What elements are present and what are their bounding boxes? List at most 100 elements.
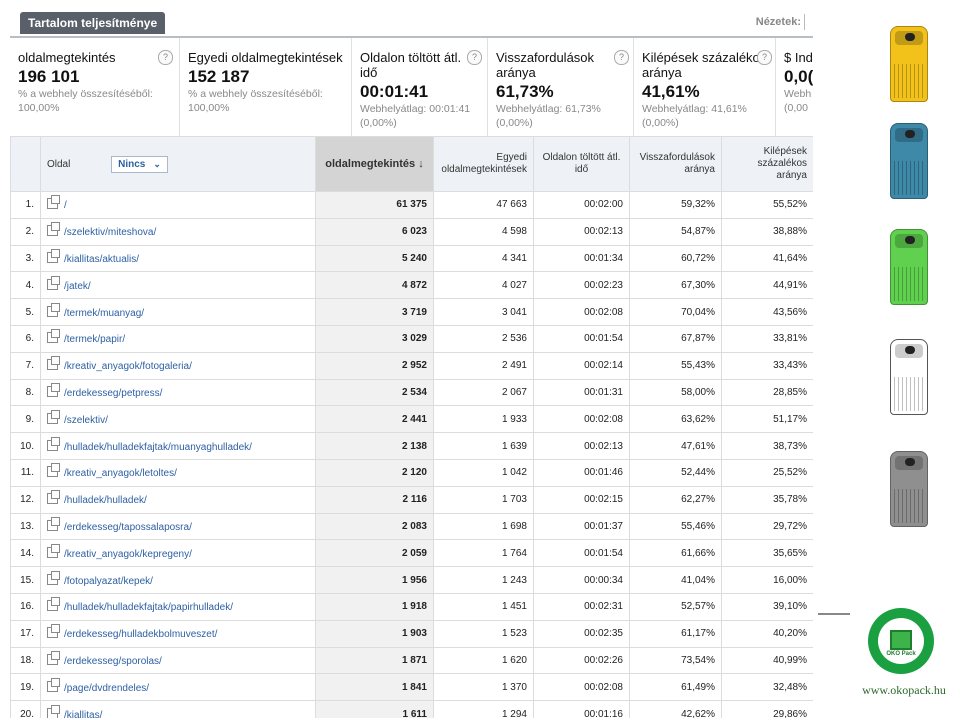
- table-row[interactable]: 6. /termek/papir/3 029 2 536 00:01:54 67,87%…: [10, 324, 813, 353]
- page-cell[interactable]: /erdekesseg/hulladekbolmuveszet/: [40, 619, 316, 648]
- table-row[interactable]: 15. /fotopalyazat/kepek/1 956 1 243 00:00:3…: [10, 566, 813, 594]
- tab-content-performance[interactable]: Tartalom teljesítménye: [20, 12, 166, 34]
- header-unique-pageviews[interactable]: Egyedi oldalmegtekintések: [433, 136, 534, 192]
- table-row[interactable]: 10. /hulladek/hulladekfajtak/muanyaghulla…: [10, 432, 813, 460]
- open-page-icon[interactable]: [47, 409, 60, 424]
- website-url[interactable]: www.okopack.hu: [862, 683, 946, 697]
- page-cell[interactable]: /kreativ_anyagok/letoltes/: [40, 458, 316, 487]
- row-index: 18.: [10, 646, 41, 675]
- table-row[interactable]: 2. /szelektiv/miteshova/6 023 4 598 00:02:1…: [10, 217, 813, 246]
- table-row[interactable]: 14. /kreativ_anyagok/kepregeny/2 059 1 764…: [10, 539, 813, 568]
- header-bounce-rate[interactable]: Visszafordulások aránya: [629, 136, 722, 192]
- table-row[interactable]: 20. /kiallitas/1 611 1 294 00:01:16 42,62% 29…: [10, 700, 813, 718]
- header-index: [10, 136, 41, 192]
- page-cell[interactable]: /kreativ_anyagok/fotogaleria/: [40, 351, 316, 380]
- open-page-icon[interactable]: [47, 248, 60, 263]
- page-link[interactable]: /page/dvdrendeles/: [64, 682, 150, 694]
- open-page-icon[interactable]: [47, 570, 60, 585]
- open-page-icon[interactable]: [47, 329, 60, 344]
- page-link[interactable]: /kiallitas/: [64, 709, 103, 718]
- views-selector[interactable]: [804, 14, 809, 30]
- open-page-icon[interactable]: [47, 543, 60, 558]
- page-cell[interactable]: /erdekesseg/tapossalaposra/: [40, 512, 316, 541]
- open-page-icon[interactable]: [47, 597, 60, 612]
- table-row[interactable]: 17. /erdekesseg/hulladekbolmuveszet/1 903…: [10, 619, 813, 648]
- open-page-icon[interactable]: [47, 275, 60, 290]
- page-cell[interactable]: /kiallitas/: [40, 700, 316, 718]
- page-link[interactable]: /termek/muanyag/: [64, 307, 145, 319]
- table-row[interactable]: 19. /page/dvdrendeles/1 841 1 370 00:02:08 6…: [10, 673, 813, 702]
- page-link[interactable]: /fotopalyazat/kepek/: [64, 575, 153, 587]
- table-row[interactable]: 3. /kiallitas/aktualis/5 240 4 341 00:01:34…: [10, 244, 813, 273]
- open-page-icon[interactable]: [47, 704, 60, 718]
- table-row[interactable]: 11. /kreativ_anyagok/letoltes/2 120 1 042 0…: [10, 458, 813, 487]
- open-page-icon[interactable]: [47, 677, 60, 692]
- secondary-dimension-select[interactable]: Nincs ⌄: [111, 155, 168, 173]
- page-link[interactable]: /hulladek/hulladek/: [64, 495, 147, 507]
- open-page-icon[interactable]: [47, 624, 60, 639]
- page-cell[interactable]: /fotopalyazat/kepek/: [40, 566, 316, 594]
- page-cell[interactable]: /erdekesseg/sporolas/: [40, 646, 316, 675]
- table-row[interactable]: 1. / 61 375 47 663 00:02:00 59,32% 55,52%: [10, 191, 813, 219]
- table-row[interactable]: 13. /erdekesseg/tapossalaposra/2 083 1 698…: [10, 512, 813, 541]
- page-cell[interactable]: /termek/muanyag/: [40, 298, 316, 326]
- open-page-icon[interactable]: [47, 222, 60, 237]
- page-cell[interactable]: /termek/papir/: [40, 324, 316, 353]
- table-row[interactable]: 8. /erdekesseg/petpress/2 534 2 067 00:01:3…: [10, 378, 813, 407]
- page-link[interactable]: /hulladek/hulladekfajtak/papirhulladek/: [64, 602, 234, 614]
- table-row[interactable]: 9. /szelektiv/2 441 1 933 00:02:08 63,62% 51,…: [10, 405, 813, 434]
- table-row[interactable]: 4. /jatek/4 872 4 027 00:02:23 67,30% 44,91%: [10, 271, 813, 300]
- page-link[interactable]: /erdekesseg/petpress/: [64, 387, 163, 399]
- open-page-icon[interactable]: [47, 195, 60, 210]
- page-cell[interactable]: /: [40, 191, 316, 219]
- header-exit-rate[interactable]: Kilépések százalékos aránya: [721, 136, 813, 192]
- pageviews-cell: 2 116: [315, 485, 434, 514]
- page-link[interactable]: /kreativ_anyagok/fotogaleria/: [64, 361, 192, 373]
- page-link[interactable]: /erdekesseg/sporolas/: [64, 655, 162, 667]
- pageviews-cell: 2 138: [315, 432, 434, 460]
- help-icon[interactable]: ?: [757, 50, 772, 65]
- page-link[interactable]: /kreativ_anyagok/kepregeny/: [64, 548, 192, 560]
- help-icon[interactable]: ?: [158, 50, 173, 65]
- page-link[interactable]: /hulladek/hulladekfajtak/muanyaghulladek…: [64, 441, 252, 453]
- open-page-icon[interactable]: [47, 516, 60, 531]
- table-row[interactable]: 12. /hulladek/hulladek/2 116 1 703 00:02:15…: [10, 485, 813, 514]
- open-page-icon[interactable]: [47, 356, 60, 371]
- header-page[interactable]: Oldal Nincs ⌄: [40, 136, 316, 192]
- page-link[interactable]: /erdekesseg/tapossalaposra/: [64, 521, 192, 533]
- page-cell[interactable]: /kreativ_anyagok/kepregeny/: [40, 539, 316, 568]
- page-link[interactable]: /: [64, 200, 67, 212]
- page-cell[interactable]: /hulladek/hulladekfajtak/muanyaghulladek…: [40, 432, 316, 460]
- page-cell[interactable]: /szelektiv/: [40, 405, 316, 434]
- table-row[interactable]: 18. /erdekesseg/sporolas/1 871 1 620 00:02:…: [10, 646, 813, 675]
- help-icon[interactable]: ?: [467, 50, 482, 65]
- page-link[interactable]: /szelektiv/: [64, 414, 108, 426]
- open-page-icon[interactable]: [47, 490, 60, 505]
- table-row[interactable]: 16. /hulladek/hulladekfajtak/papirhullade…: [10, 592, 813, 621]
- help-icon[interactable]: ?: [614, 50, 629, 65]
- page-cell[interactable]: /kiallitas/aktualis/: [40, 244, 316, 273]
- page-cell[interactable]: /hulladek/hulladekfajtak/papirhulladek/: [40, 592, 316, 621]
- page-link[interactable]: /kiallitas/aktualis/: [64, 253, 140, 265]
- page-cell[interactable]: /page/dvdrendeles/: [40, 673, 316, 702]
- page-link[interactable]: /szelektiv/miteshova/: [64, 227, 157, 239]
- header-avg-time[interactable]: Oldalon töltött átl. idő: [533, 136, 630, 192]
- table-row[interactable]: 5. /termek/muanyag/3 719 3 041 00:02:08 70,0…: [10, 298, 813, 326]
- page-link[interactable]: /erdekesseg/hulladekbolmuveszet/: [64, 629, 218, 641]
- pageviews-cell: 3 719: [315, 298, 434, 326]
- page-link[interactable]: /termek/papir/: [64, 334, 126, 346]
- page-cell[interactable]: /jatek/: [40, 271, 316, 300]
- header-pageviews[interactable]: oldalmegtekintés ↓: [315, 136, 434, 192]
- page-link[interactable]: /jatek/: [64, 280, 91, 292]
- avg-time-cell: 00:01:54: [533, 539, 630, 568]
- table-row[interactable]: 7. /kreativ_anyagok/fotogaleria/2 952 2 49…: [10, 351, 813, 380]
- open-page-icon[interactable]: [47, 302, 60, 317]
- page-cell[interactable]: /hulladek/hulladek/: [40, 485, 316, 514]
- open-page-icon[interactable]: [47, 436, 60, 451]
- page-cell[interactable]: /erdekesseg/petpress/: [40, 378, 316, 407]
- open-page-icon[interactable]: [47, 650, 60, 665]
- open-page-icon[interactable]: [47, 463, 60, 478]
- page-link[interactable]: /kreativ_anyagok/letoltes/: [64, 468, 177, 480]
- open-page-icon[interactable]: [47, 382, 60, 397]
- page-cell[interactable]: /szelektiv/miteshova/: [40, 217, 316, 246]
